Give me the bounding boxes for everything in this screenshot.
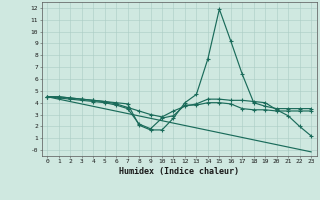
X-axis label: Humidex (Indice chaleur): Humidex (Indice chaleur) bbox=[119, 167, 239, 176]
